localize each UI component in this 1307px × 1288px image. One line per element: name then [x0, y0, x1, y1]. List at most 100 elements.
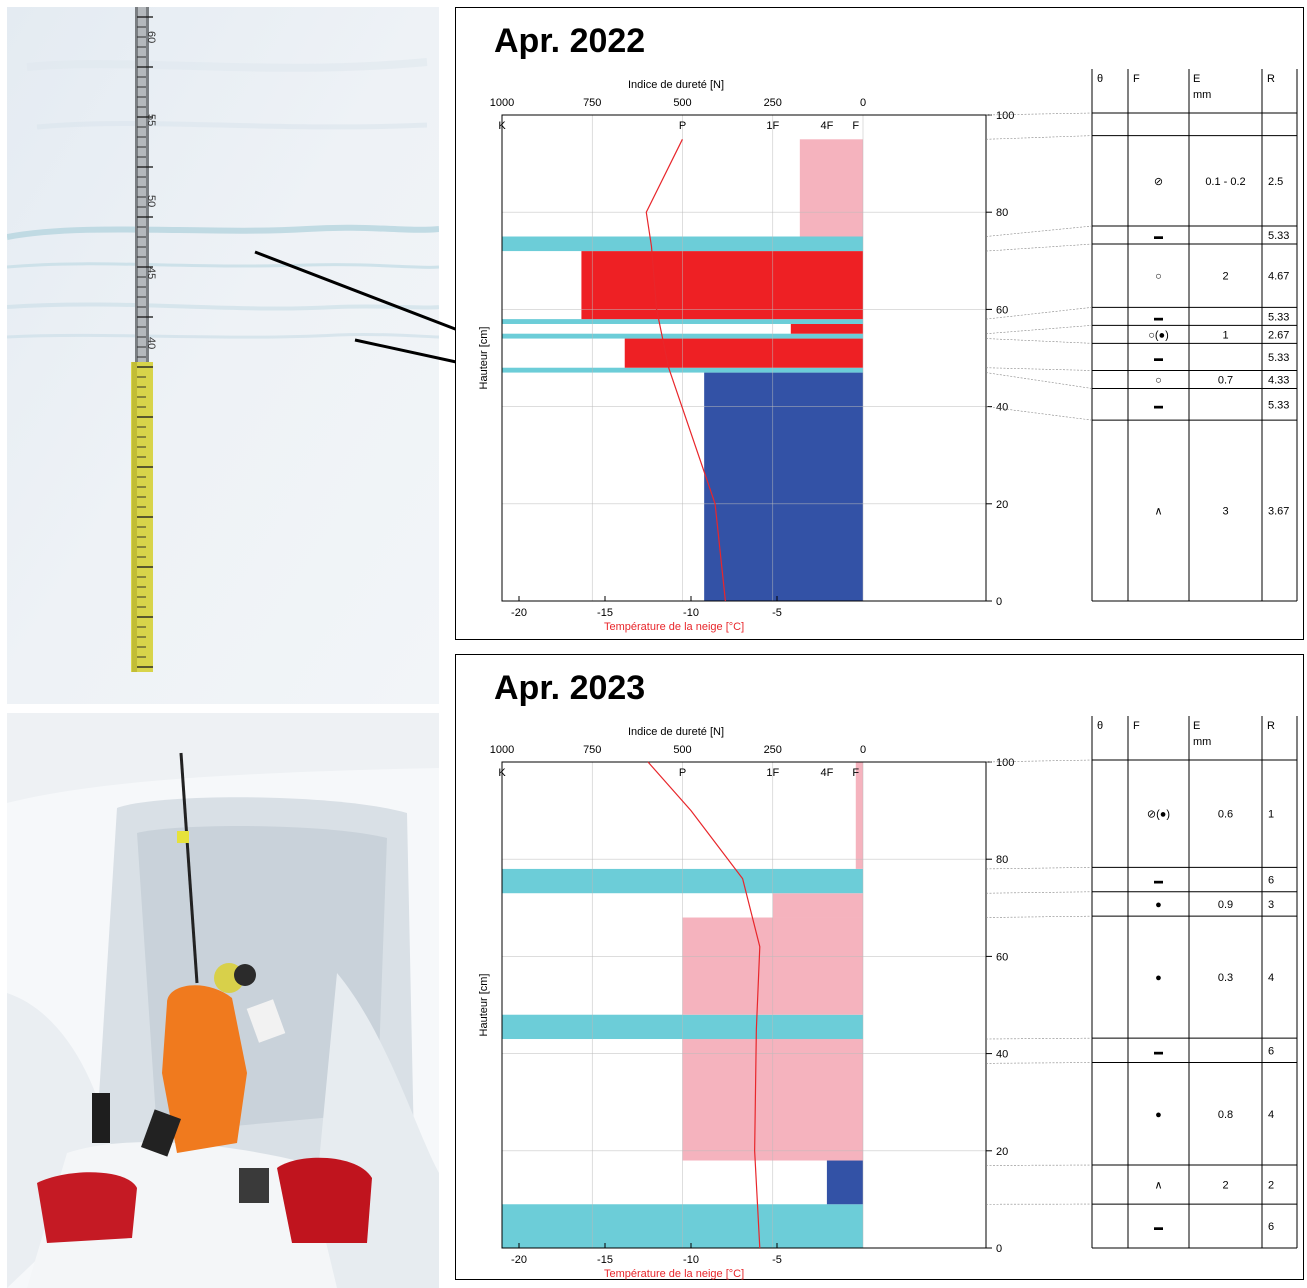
grain-shape: ▬ [1154, 876, 1163, 886]
table-header: F [1133, 720, 1140, 732]
layer-connector [985, 243, 1093, 252]
chart-panel-2022: Apr. 2022 Indice de dureté [N] 1000 750 500… [455, 7, 1304, 640]
snow-profile-chart-2023: Indice de dureté [N]1000 750 500 250 0K P 1F 4F… [478, 716, 1298, 1280]
grain-size: 0.9 [1218, 899, 1233, 911]
layer-connector [985, 307, 1093, 320]
hardness-index: 5.33 [1268, 399, 1289, 411]
top-tick-label: 750 [583, 97, 601, 109]
ruler-mark: 45 [145, 267, 157, 279]
plot-frame [501, 761, 987, 1249]
grain-shape: ○(●) [1148, 329, 1169, 341]
hardness-bar [624, 338, 863, 368]
grain-size: 0.3 [1218, 972, 1233, 984]
grain-shape: ● [1155, 972, 1162, 984]
annotation-line [354, 338, 471, 367]
hardness-bar [581, 251, 863, 320]
top-tick-label: 500 [673, 97, 691, 109]
grain-shape: ∧ [1154, 506, 1162, 518]
top-tick-label: 750 [583, 744, 601, 756]
layer-connector [985, 867, 1093, 870]
top-tick-label: 1000 [490, 97, 514, 109]
ruler-mark: 60 [145, 31, 157, 43]
hardness-label: 1F [766, 120, 779, 132]
hardness-bar [790, 323, 863, 334]
grain-shape: ● [1155, 899, 1162, 911]
layer-connector [985, 759, 1093, 763]
hardness-label: F [852, 767, 859, 779]
ruler-mark: 55 [145, 114, 157, 126]
hardness-index: 6 [1268, 1045, 1274, 1057]
grain-size: 0.1 - 0.2 [1205, 176, 1245, 188]
chart-title: Apr. 2022 [494, 22, 646, 60]
ruler-mark: 40 [145, 337, 157, 349]
top-axis-title: Indice de dureté [N] [628, 79, 724, 91]
layer-connector [985, 367, 1093, 371]
bottom-tick-label: -20 [511, 1254, 527, 1266]
grain-shape: ▬ [1154, 400, 1163, 410]
grain-shape: ⊘ [1154, 176, 1163, 188]
y-axis-title: Hauteur [cm] [478, 327, 490, 390]
hardness-label: P [679, 767, 686, 779]
grain-size: 0.8 [1218, 1109, 1233, 1121]
grain-shape: ▬ [1154, 1046, 1163, 1056]
temperature-line [645, 139, 726, 602]
grain-shape: ▬ [1154, 1222, 1163, 1232]
ruler-mark: 50 [145, 195, 157, 207]
grain-shape: ⊘(●) [1147, 809, 1170, 821]
grain-size: 1 [1222, 329, 1228, 341]
hardness-index: 5.33 [1268, 311, 1289, 323]
y-tick-label: 100 [996, 110, 1014, 122]
layer-connector [985, 225, 1093, 237]
y-tick-label: 0 [996, 1243, 1002, 1255]
temperature-line [647, 761, 761, 1249]
y-tick-label: 20 [996, 1146, 1008, 1158]
hardness-label: P [679, 120, 686, 132]
table-header: R [1267, 73, 1275, 85]
grain-shape: ▬ [1154, 353, 1163, 363]
grain-size: 0.7 [1218, 374, 1233, 386]
hardness-index: 5.33 [1268, 230, 1289, 242]
table-header: E [1193, 73, 1200, 85]
y-tick-label: 40 [996, 1049, 1008, 1061]
y-tick-label: 60 [996, 304, 1008, 316]
hardness-label: K [498, 767, 506, 779]
annotation-line [254, 250, 464, 334]
grain-shape: ▬ [1154, 312, 1163, 322]
grain-shape: ∧ [1154, 1180, 1162, 1192]
hardness-index: 2 [1268, 1180, 1274, 1192]
layer-connector [985, 338, 1093, 344]
hardness-index: 3.67 [1268, 506, 1289, 518]
hardness-index: 4 [1268, 972, 1274, 984]
table-unit: mm [1193, 736, 1211, 748]
hardness-index: 5.33 [1268, 352, 1289, 364]
y-tick-label: 0 [996, 596, 1002, 608]
grain-size: 2 [1222, 271, 1228, 283]
hardness-bar [855, 762, 863, 869]
hardness-index: 4.33 [1268, 374, 1289, 386]
grain-size: 3 [1222, 506, 1228, 518]
chart-panel-2023: Apr. 2023 Indice de dureté [N] 1000 750 500… [455, 654, 1304, 1280]
top-axis-title: Indice de dureté [N] [628, 726, 724, 738]
snow-pit-person-image [7, 713, 439, 1288]
hardness-index: 4.67 [1268, 271, 1289, 283]
hardness-index: 2.5 [1268, 176, 1283, 188]
layer-connector [985, 325, 1093, 334]
layer-connector [985, 891, 1093, 894]
snow-pit-person-photo [7, 713, 439, 1288]
hardness-label: 1F [766, 767, 779, 779]
hardness-index: 2.67 [1268, 329, 1289, 341]
y-tick-label: 100 [996, 757, 1014, 769]
y-tick-label: 80 [996, 854, 1008, 866]
y-tick-label: 80 [996, 207, 1008, 219]
hardness-index: 1 [1268, 809, 1274, 821]
grain-shape: ○ [1155, 374, 1162, 386]
bottom-tick-label: -5 [772, 607, 782, 619]
hardness-index: 4 [1268, 1109, 1274, 1121]
top-tick-label: 0 [860, 97, 866, 109]
hardness-label: 4F [820, 767, 833, 779]
hardness-label: F [852, 120, 859, 132]
hardness-bar [772, 893, 863, 918]
grain-shape: ● [1155, 1109, 1162, 1121]
snow-pit-wall-image: 60 55 50 45 40 [7, 7, 439, 704]
hardness-bar [704, 372, 863, 601]
